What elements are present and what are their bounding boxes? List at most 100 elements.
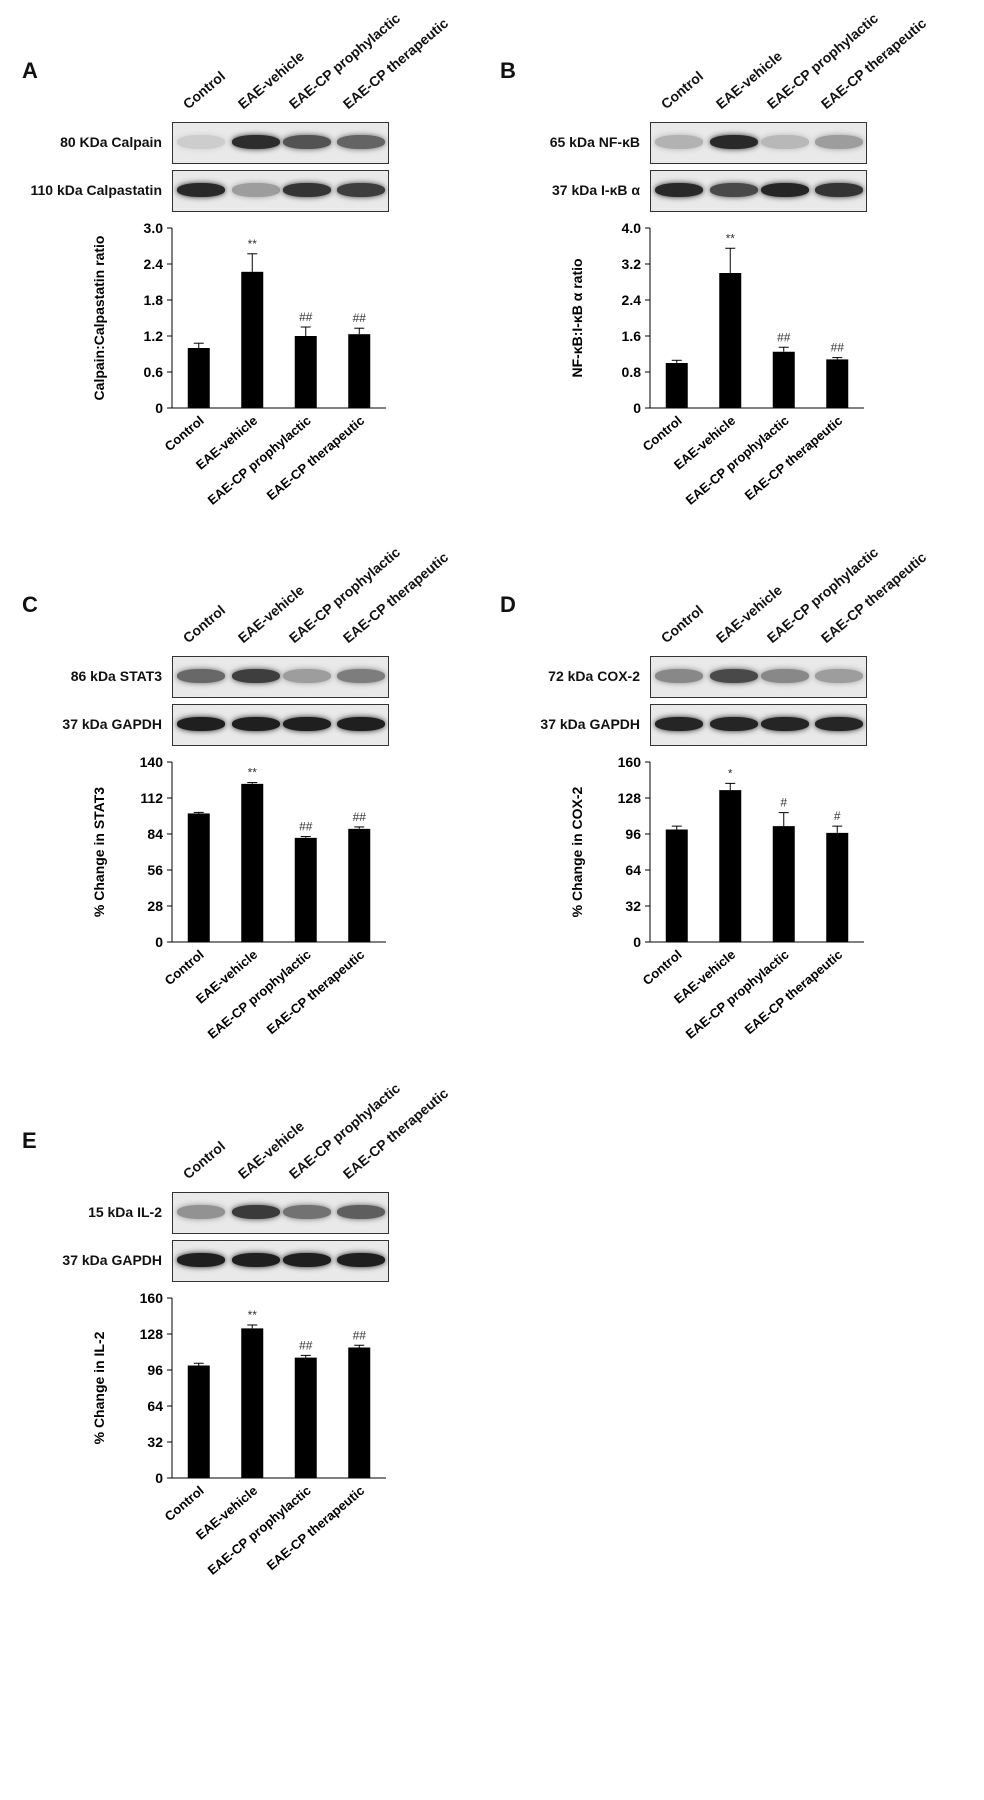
bar (719, 790, 742, 942)
western-blot-image (650, 170, 867, 212)
panel-e: E Control EAE-vehicle EAE-CP prophylactic E… (0, 1080, 470, 1708)
blot-band (655, 669, 703, 683)
blot-band (710, 669, 758, 683)
y-tick-label: 160 (140, 1290, 164, 1306)
y-tick-label: 96 (625, 826, 641, 842)
x-tick-label: EAE-CP prophylactic (205, 1483, 314, 1578)
y-axis-label: % Change in STAT3 (91, 787, 107, 917)
blot-band (232, 183, 280, 197)
y-tick-label: 32 (625, 898, 641, 914)
significance-marker: ** (726, 231, 736, 245)
panel-d: D Control EAE-vehicle EAE-CP prophylactic E… (478, 544, 948, 1172)
blot-band (283, 135, 331, 149)
y-tick-label: 32 (147, 1434, 163, 1450)
blot-label: 86 kDa STAT3 (70, 668, 162, 684)
blot-band (710, 717, 758, 731)
blot-band (232, 1253, 280, 1267)
bar (294, 1357, 317, 1478)
blot-band (177, 1205, 225, 1219)
y-tick-label: 0.6 (144, 364, 164, 380)
x-tick-label: Control (640, 947, 685, 988)
significance-marker: ## (831, 341, 845, 355)
western-blot-image (172, 1240, 389, 1282)
y-tick-label: 3.0 (144, 220, 164, 236)
bar (294, 837, 317, 942)
blot-band (177, 135, 225, 149)
blot-label: 37 kDa GAPDH (62, 1252, 162, 1268)
significance-marker: ## (353, 311, 367, 325)
blot-label: 37 kDa GAPDH (62, 716, 162, 732)
blot-band (283, 183, 331, 197)
y-tick-label: 0 (155, 400, 163, 416)
bar (241, 783, 264, 942)
blot-label: 37 kDa GAPDH (540, 716, 640, 732)
western-blot-image (172, 656, 389, 698)
blot-band (232, 1205, 280, 1219)
x-tick-label: EAE-CP prophylactic (683, 947, 792, 1042)
y-tick-label: 84 (147, 826, 163, 842)
western-blot-image (172, 704, 389, 746)
bar (665, 363, 688, 408)
blot-band (815, 135, 863, 149)
panel-c: C Control EAE-vehicle EAE-CP prophylactic E… (0, 544, 470, 1172)
y-tick-label: 0.8 (622, 364, 642, 380)
y-tick-label: 28 (147, 898, 163, 914)
blot-band (232, 717, 280, 731)
panel-letter: C (22, 592, 38, 617)
significance-marker: # (780, 796, 787, 810)
x-tick-label: EAE-CP therapeutic (264, 413, 368, 503)
bar (826, 359, 849, 408)
y-tick-label: 128 (618, 790, 642, 806)
y-tick-label: 64 (147, 1398, 163, 1414)
lane-label: Control (179, 601, 229, 646)
y-tick-label: 96 (147, 1362, 163, 1378)
western-blot-image (172, 170, 389, 212)
blot-label: 72 kDa COX-2 (548, 668, 640, 684)
x-tick-label: EAE-CP therapeutic (742, 947, 846, 1037)
significance-marker: # (834, 809, 841, 823)
blot-band (337, 135, 385, 149)
blot-band (761, 669, 809, 683)
blot-label: 65 kDa NF-κB (549, 134, 640, 150)
blot-band (283, 1205, 331, 1219)
x-tick-label: EAE-CP prophylactic (683, 413, 792, 508)
bar (826, 832, 849, 942)
y-tick-label: 160 (618, 754, 642, 770)
blot-band (177, 1253, 225, 1267)
blot-band (761, 183, 809, 197)
y-tick-label: 0 (633, 400, 641, 416)
y-tick-label: 0 (633, 934, 641, 950)
bar (187, 1365, 210, 1478)
blot-band (815, 717, 863, 731)
blot-band (761, 717, 809, 731)
x-tick-label: Control (162, 1483, 207, 1524)
significance-marker: ** (248, 766, 258, 780)
y-tick-label: 1.2 (144, 328, 164, 344)
y-tick-label: 2.4 (144, 256, 164, 272)
y-tick-label: 1.8 (144, 292, 164, 308)
blot-band (177, 669, 225, 683)
y-tick-label: 4.0 (622, 220, 642, 236)
lane-label: Control (179, 67, 229, 112)
blot-band (177, 717, 225, 731)
significance-marker: ** (248, 237, 258, 251)
blot-label: 37 kDa I-κB α (552, 182, 640, 198)
blot-band (710, 183, 758, 197)
bar (241, 1328, 264, 1478)
blot-band (337, 717, 385, 731)
blot-label: 80 KDa Calpain (60, 134, 162, 150)
significance-marker: ** (248, 1308, 258, 1322)
panel-letter: B (500, 58, 516, 83)
blot-band (710, 135, 758, 149)
y-axis-label: Calpain:Calpastatin ratio (91, 236, 107, 401)
panel-letter: A (22, 58, 38, 83)
bar (772, 826, 795, 942)
bar-chart: 0 28 56 84 112 140 % Change in STAT3 Control ** E… (91, 754, 386, 1042)
lane-label: Control (657, 601, 707, 646)
lane-label: Control (657, 67, 707, 112)
blot-band (337, 1253, 385, 1267)
panel-b: B Control EAE-vehicle EAE-CP prophylactic E… (478, 10, 948, 638)
blot-band (283, 1253, 331, 1267)
lane-label: EAE-CP therapeutic (339, 14, 452, 112)
bar (348, 334, 371, 408)
